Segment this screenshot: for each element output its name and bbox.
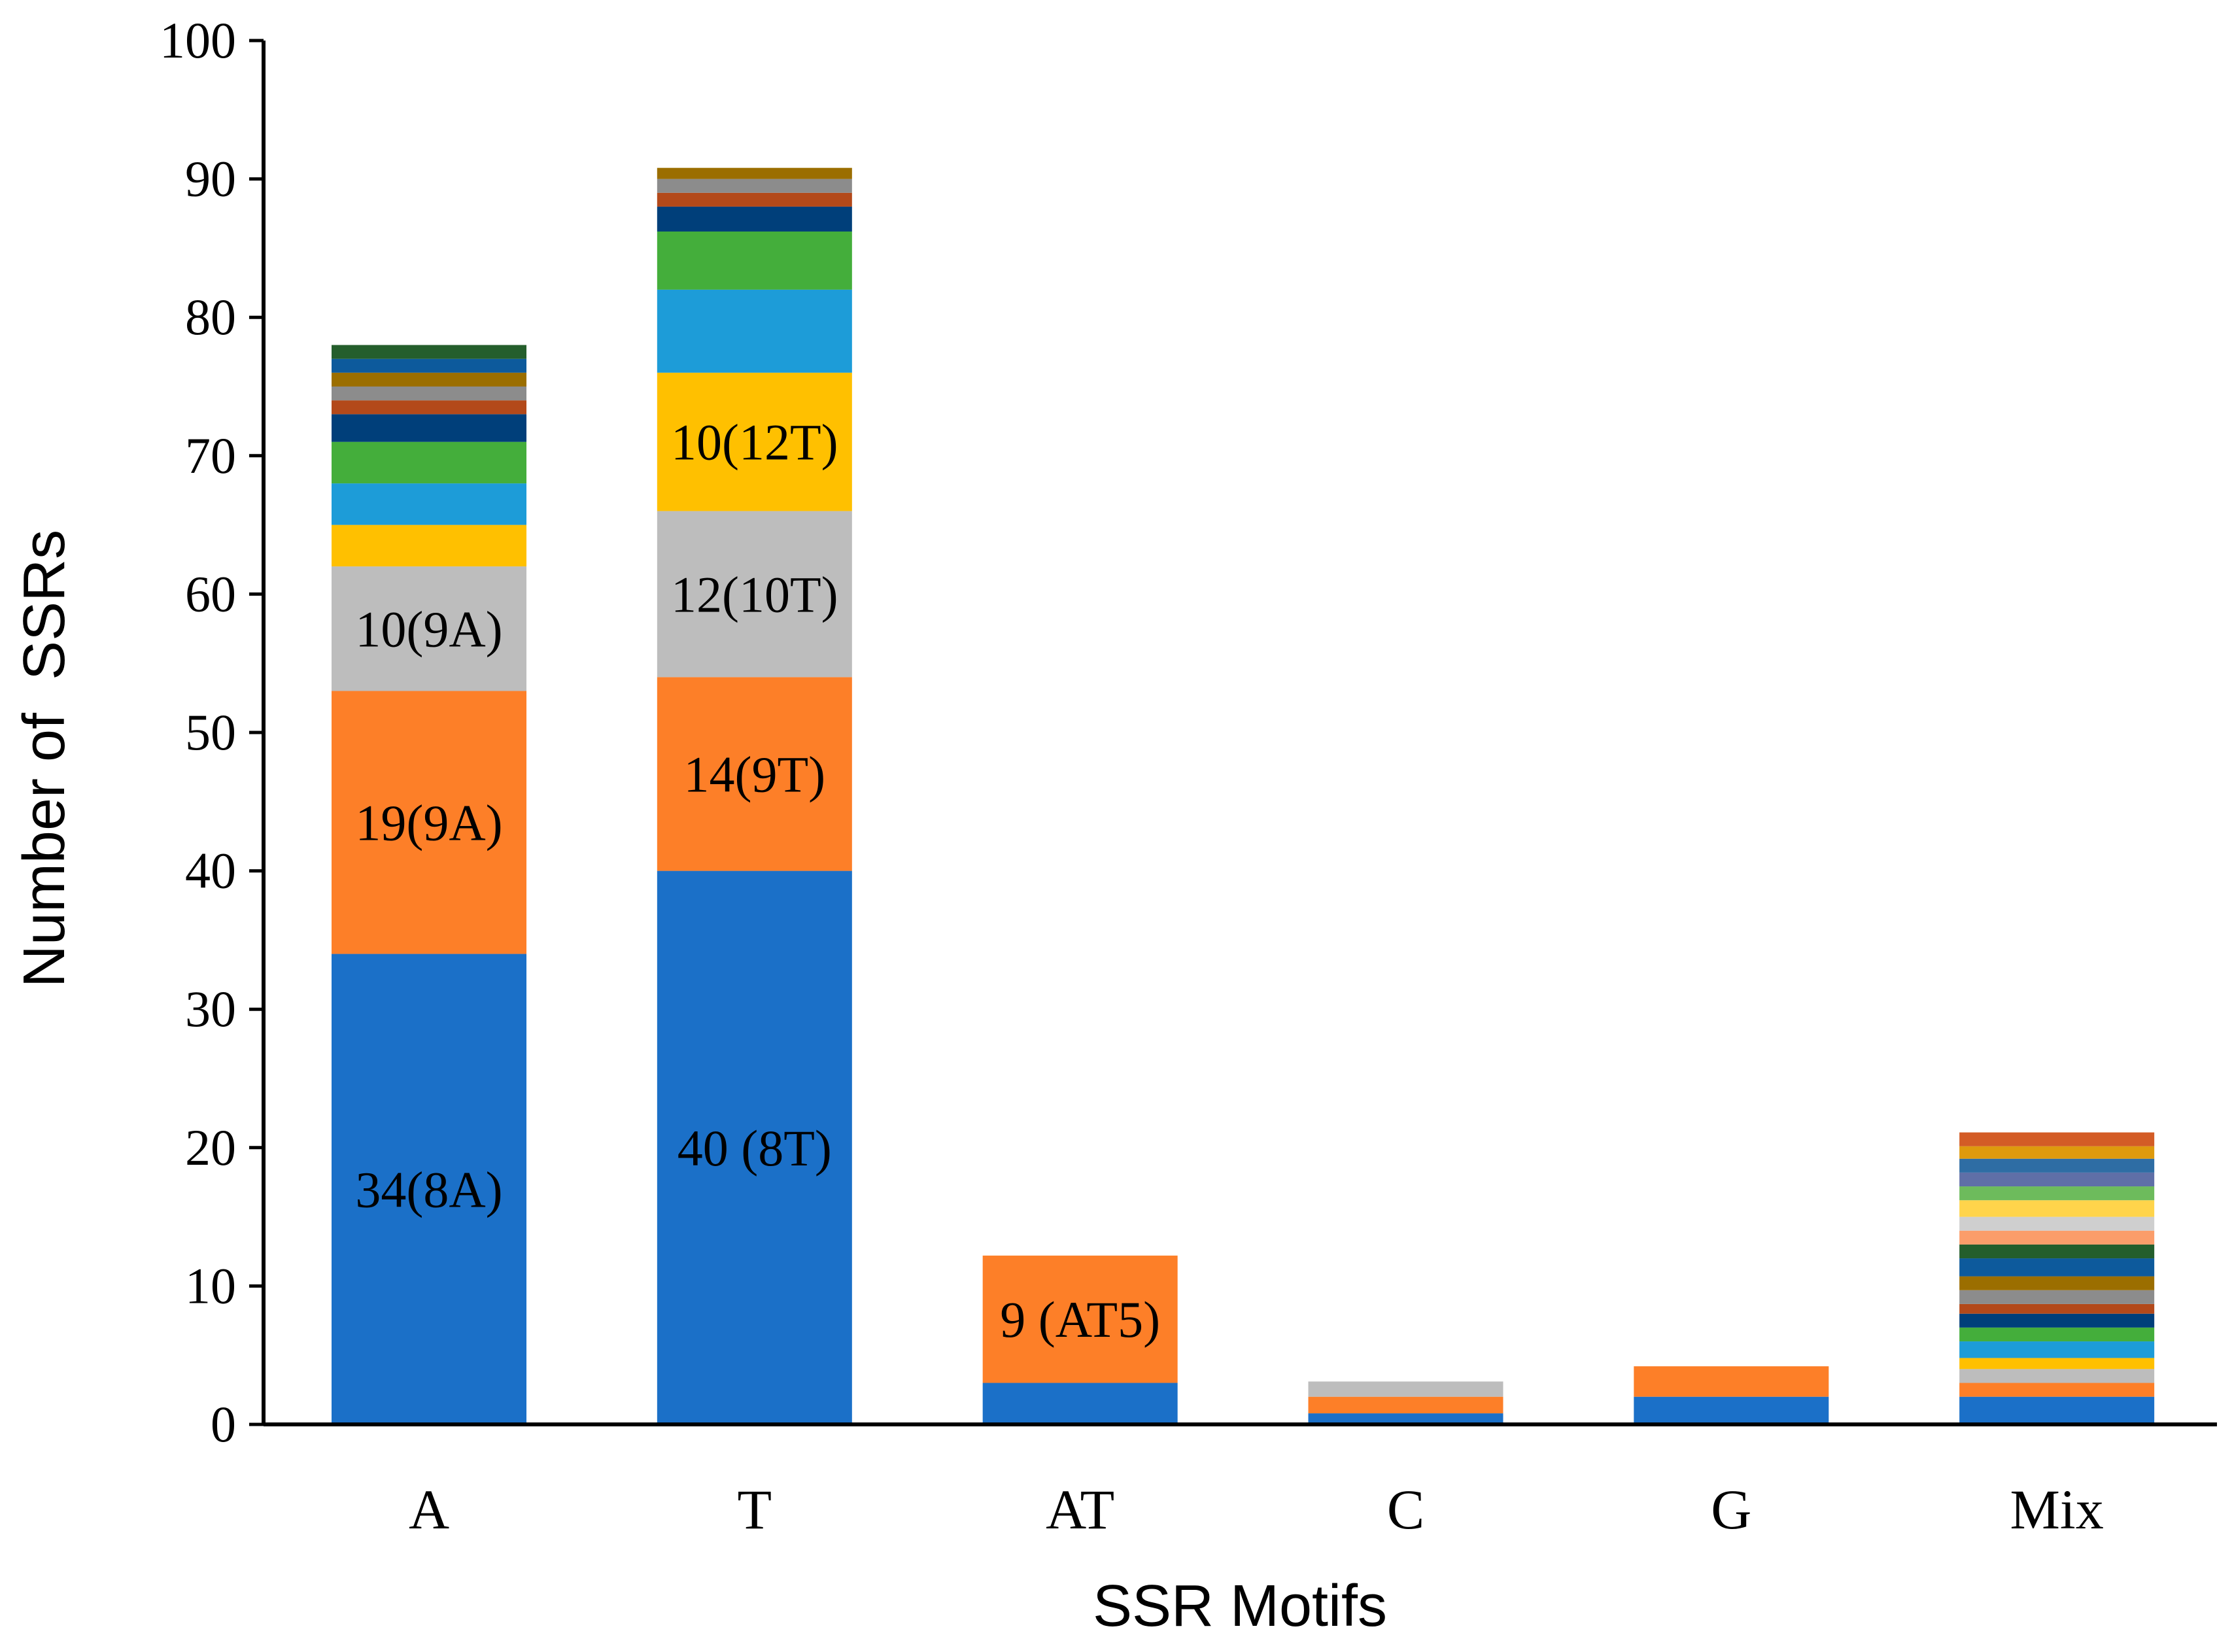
y-tick-label: 90	[185, 150, 236, 207]
x-tick-label: AT	[1046, 1478, 1114, 1541]
bar-segment	[657, 870, 852, 1424]
bar-segment	[982, 1383, 1178, 1424]
segment-labels: 34(8A) 19(9A) 10(9A) 40 (8T) 14(9T) 12(10T) 10…	[355, 414, 1160, 1349]
y-tick-label: 20	[185, 1119, 236, 1176]
bar-segment	[1959, 1230, 2155, 1245]
bars-layer	[332, 167, 2155, 1424]
bar-segment	[1959, 1276, 2155, 1290]
bar-segment	[657, 289, 852, 373]
bar-segment	[332, 691, 526, 954]
y-tick-label: 80	[185, 288, 236, 345]
x-tick-label: G	[1711, 1478, 1751, 1541]
y-tick-label: 10	[185, 1257, 236, 1314]
bar-segment	[1308, 1396, 1503, 1414]
bar-segment	[1959, 1172, 2155, 1187]
axes	[262, 41, 2217, 1426]
bar-segment	[1959, 1396, 2155, 1424]
bar-g	[1634, 1366, 1829, 1424]
y-tick-label: 100	[160, 12, 236, 69]
bar-segment	[1959, 1290, 2155, 1304]
bar-segment	[1959, 1158, 2155, 1173]
bar-segment	[657, 206, 852, 232]
bar-segment	[332, 566, 526, 691]
x-tick-labels: A T AT C G Mix	[409, 1478, 2104, 1541]
bar-segment	[1634, 1366, 1829, 1397]
bar-segment	[1959, 1132, 2155, 1146]
y-tick-label: 0	[211, 1396, 236, 1453]
segment-data-label: 12(10T)	[671, 566, 838, 623]
bar-segment	[1959, 1216, 2155, 1231]
bar-segment	[657, 179, 852, 193]
bar-at	[982, 1255, 1178, 1424]
bar-a	[332, 345, 526, 1424]
y-axis-title: Number of SSRs	[12, 530, 77, 988]
x-axis-title: SSR Motifs	[1093, 1574, 1387, 1639]
bar-segment	[657, 192, 852, 207]
bar-segment	[332, 441, 526, 484]
y-tick-label: 40	[185, 842, 236, 899]
bar-segment	[332, 387, 526, 401]
bar-segment	[1959, 1146, 2155, 1159]
bar-segment	[1959, 1303, 2155, 1314]
bar-segment	[657, 167, 852, 179]
bar-segment	[1959, 1244, 2155, 1259]
bar-mix	[1959, 1132, 2155, 1424]
bar-segment	[332, 400, 526, 415]
bar-segment	[332, 954, 526, 1424]
bar-segment	[657, 232, 852, 290]
bar-segment	[1959, 1200, 2155, 1217]
segment-data-label: 9 (AT5)	[1000, 1291, 1160, 1348]
bar-segment	[1959, 1358, 2155, 1369]
bar-segment	[332, 345, 526, 359]
bar-segment	[982, 1255, 1178, 1383]
bar-c	[1308, 1381, 1503, 1424]
bar-segment	[1959, 1369, 2155, 1383]
segment-data-label: 10(12T)	[671, 414, 838, 471]
bar-segment	[332, 414, 526, 442]
bar-segment	[332, 483, 526, 525]
bar-segment	[332, 358, 526, 373]
bar-segment	[1959, 1258, 2155, 1277]
segment-data-label: 40 (8T)	[678, 1120, 832, 1177]
bar-t	[657, 167, 852, 1424]
y-tick-label: 70	[185, 427, 236, 484]
y-tick-label: 30	[185, 980, 236, 1037]
segment-data-label: 14(9T)	[684, 746, 826, 802]
y-tick-label: 50	[185, 704, 236, 761]
bar-segment	[657, 511, 852, 678]
bar-segment	[657, 372, 852, 511]
segment-data-label: 34(8A)	[355, 1161, 502, 1218]
bar-segment	[332, 525, 526, 567]
bar-segment	[1959, 1313, 2155, 1328]
bar-segment	[1308, 1381, 1503, 1397]
x-tick-label: C	[1387, 1478, 1424, 1541]
bar-segment	[657, 677, 852, 871]
segment-data-label: 10(9A)	[355, 600, 502, 657]
x-tick-label: A	[409, 1478, 449, 1541]
bar-segment	[1308, 1413, 1503, 1424]
y-ticks: 0 10 20 30 40 50 60 70 80 90 100	[160, 12, 264, 1453]
bar-segment	[1959, 1327, 2155, 1342]
segment-data-label: 19(9A)	[355, 795, 502, 852]
bar-segment	[1959, 1186, 2155, 1201]
y-tick-label: 60	[185, 565, 236, 622]
bar-segment	[332, 372, 526, 387]
x-tick-label: Mix	[2010, 1478, 2103, 1541]
bar-segment	[1634, 1396, 1829, 1424]
bar-segment	[1959, 1341, 2155, 1358]
x-tick-label: T	[738, 1478, 772, 1541]
bar-segment	[1959, 1383, 2155, 1397]
